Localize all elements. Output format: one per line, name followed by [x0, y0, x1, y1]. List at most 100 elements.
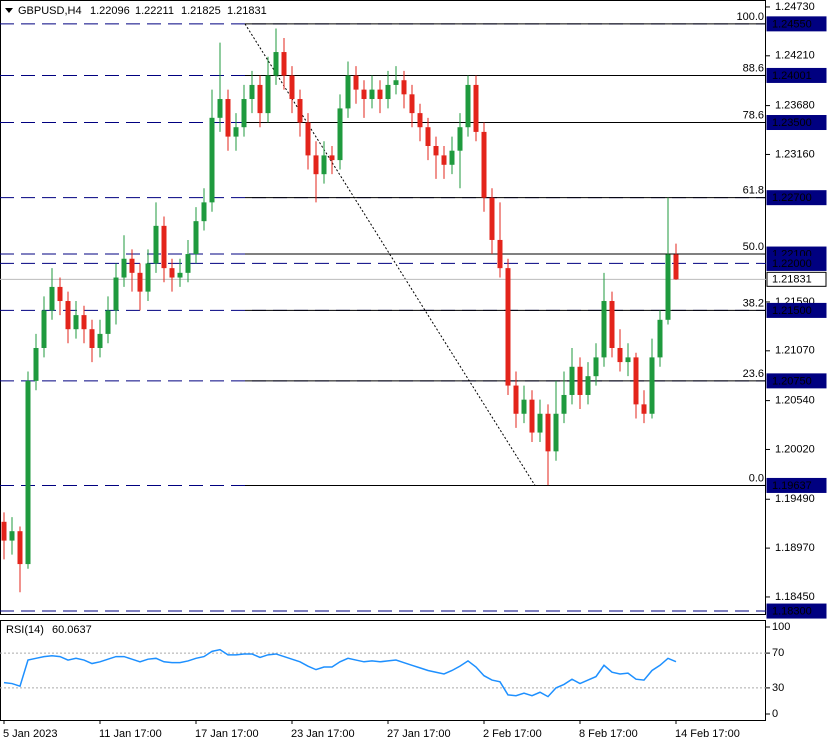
- y-tick-label: 1.18450: [775, 591, 815, 603]
- candle-body: [297, 99, 303, 123]
- price-box-label: 1.21831: [772, 274, 812, 286]
- rsi-tick-label: 30: [772, 682, 784, 694]
- y-tick-label: 1.24730: [775, 1, 815, 13]
- candle-body: [433, 145, 439, 156]
- price-panel: [0, 0, 766, 615]
- symbol-title: GBPUSD,H4: [18, 5, 82, 17]
- candle-body: [105, 310, 111, 334]
- rsi-value: 60.0637: [52, 624, 92, 636]
- candle-body: [201, 202, 207, 222]
- candle-body: [73, 315, 79, 330]
- candle-body: [561, 394, 567, 414]
- price-box: [766, 16, 827, 32]
- price-box: [766, 115, 827, 131]
- candle-body: [345, 75, 351, 109]
- fib-ratio-label: 61.8: [743, 185, 764, 197]
- candle-body: [17, 531, 23, 565]
- candle-body: [465, 84, 471, 128]
- candle-body: [289, 75, 295, 100]
- y-tick-label: 1.19490: [775, 493, 815, 505]
- price-box-label: 1.19637: [772, 480, 812, 492]
- price-box-label: 1.20750: [772, 375, 812, 387]
- candle-body: [617, 347, 623, 363]
- candle-body: [161, 225, 167, 269]
- candle-body: [553, 413, 559, 452]
- x-tick-label: 14 Feb 17:00: [675, 728, 740, 740]
- rsi-tick-label: 70: [772, 647, 784, 659]
- candle-body: [97, 333, 103, 348]
- candle-body: [425, 127, 431, 146]
- candle-body: [153, 225, 159, 264]
- price-box-label: 1.23500: [772, 117, 812, 129]
- candle-body: [281, 52, 287, 76]
- candle-body: [65, 301, 71, 330]
- close-value: 1.21831: [227, 5, 267, 17]
- fib-ratio-label: 0.0: [749, 472, 764, 484]
- candle-body: [377, 89, 383, 100]
- candle-body: [513, 385, 519, 414]
- candle-body: [497, 239, 503, 269]
- candle-body: [49, 286, 55, 311]
- candle-body: [169, 268, 175, 278]
- candle-body: [25, 380, 31, 565]
- price-box: [766, 603, 827, 619]
- candle-body: [129, 258, 135, 273]
- rsi-tick-label: 0: [772, 708, 778, 720]
- x-tick-label: 17 Jan 17:00: [195, 728, 259, 740]
- fib-ratio-label: 38.2: [743, 297, 764, 309]
- candle-body: [81, 315, 87, 330]
- candle-body: [657, 319, 663, 358]
- fib-trend-line: [244, 23, 536, 486]
- candle-body: [385, 84, 391, 100]
- candle-body: [121, 258, 127, 278]
- rsi-tick-label: 100: [772, 621, 790, 633]
- candle-body: [241, 99, 247, 128]
- rsi-line: [3, 648, 677, 698]
- price-box: [766, 67, 827, 83]
- open-value: 1.22096: [90, 5, 130, 17]
- candle-body: [145, 263, 151, 292]
- candle-body: [673, 254, 679, 280]
- price-box: [766, 373, 827, 389]
- price-box: [766, 302, 827, 318]
- candle-body: [609, 301, 615, 348]
- candle-body: [593, 357, 599, 377]
- price-box: [766, 271, 827, 287]
- candle-body: [193, 221, 199, 255]
- candle-body: [633, 357, 639, 405]
- candle-body: [177, 272, 183, 278]
- fib-ratio-label: 50.0: [743, 241, 764, 253]
- menu-arrow[interactable]: [5, 8, 13, 13]
- x-tick-label: 5 Jan 2023: [3, 728, 57, 740]
- candle-body: [649, 357, 655, 414]
- candle-body: [569, 366, 575, 395]
- y-tick-label: 1.18970: [775, 542, 815, 554]
- x-tick-label: 23 Jan 17:00: [291, 728, 355, 740]
- candle-body: [41, 310, 47, 348]
- candle-body: [33, 347, 39, 381]
- candle-body: [449, 150, 455, 165]
- price-box-label: 1.24550: [772, 18, 812, 30]
- candle-body: [249, 84, 255, 100]
- x-tick-label: 2 Feb 17:00: [483, 728, 542, 740]
- candle-body: [625, 357, 631, 363]
- x-tick-label: 8 Feb 17:00: [579, 728, 638, 740]
- fib-ratio-label: 78.6: [743, 109, 764, 121]
- candle-body: [233, 127, 239, 137]
- y-tick-label: 1.21070: [775, 345, 815, 357]
- candle-body: [273, 52, 279, 76]
- candle-body: [521, 399, 527, 414]
- candle-body: [313, 155, 319, 175]
- price-box-label: 1.22000: [772, 258, 812, 270]
- candle-body: [369, 89, 375, 100]
- candle-body: [545, 413, 551, 452]
- candle-body: [113, 277, 119, 311]
- candle-body: [1, 521, 7, 541]
- candle-body: [9, 531, 15, 541]
- candle-body: [481, 131, 487, 198]
- candle-body: [89, 329, 95, 348]
- candle-body: [401, 80, 407, 95]
- candle-body: [457, 127, 463, 151]
- candle-body: [361, 89, 367, 100]
- candle-body: [537, 413, 543, 433]
